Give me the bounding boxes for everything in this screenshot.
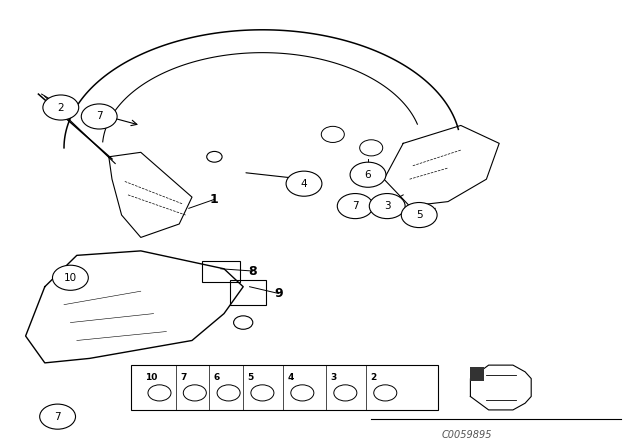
Text: 6: 6 — [365, 170, 371, 180]
Text: 7: 7 — [180, 373, 186, 382]
Text: 7: 7 — [54, 412, 61, 422]
Bar — [131, 365, 438, 410]
Circle shape — [81, 104, 117, 129]
Text: 2: 2 — [58, 103, 64, 112]
Circle shape — [337, 194, 373, 219]
Text: 9: 9 — [274, 287, 283, 300]
Circle shape — [52, 265, 88, 290]
Circle shape — [40, 404, 76, 429]
Text: 2: 2 — [371, 373, 377, 382]
Circle shape — [286, 171, 322, 196]
Circle shape — [43, 95, 79, 120]
Text: 4: 4 — [287, 373, 294, 382]
Text: 1: 1 — [210, 193, 219, 206]
Circle shape — [401, 202, 437, 228]
Circle shape — [350, 162, 386, 187]
Text: 3: 3 — [384, 201, 390, 211]
Text: 7: 7 — [352, 201, 358, 211]
Text: 6: 6 — [214, 373, 220, 382]
Circle shape — [369, 194, 405, 219]
Text: 7: 7 — [96, 112, 102, 121]
Text: 5: 5 — [248, 373, 254, 382]
Text: 8: 8 — [248, 264, 257, 278]
Text: 3: 3 — [331, 373, 337, 382]
Text: 10: 10 — [145, 373, 157, 382]
Text: 5: 5 — [416, 210, 422, 220]
Text: C0059895: C0059895 — [442, 430, 492, 439]
Bar — [470, 367, 484, 381]
Text: 4: 4 — [301, 179, 307, 189]
Text: 10: 10 — [64, 273, 77, 283]
